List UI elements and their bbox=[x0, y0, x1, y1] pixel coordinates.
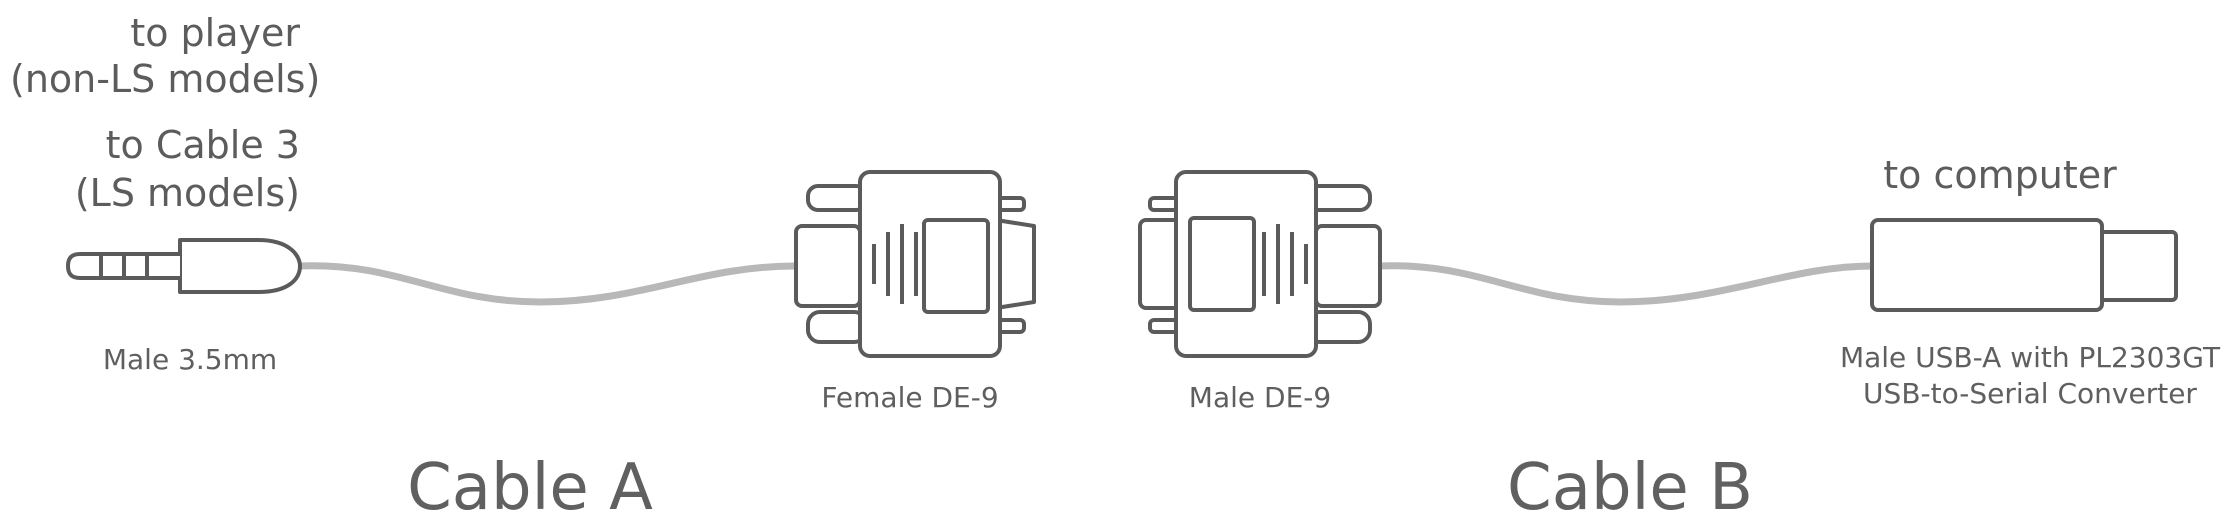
male-de9-connector-icon bbox=[1138, 170, 1382, 358]
male-de9-label: Male DE-9 bbox=[1188, 381, 1332, 414]
cable-b-title: Cable B bbox=[1507, 451, 1753, 525]
usb-a-label-line2: USB-to-Serial Converter bbox=[1863, 377, 2197, 410]
female-de9-connector-icon bbox=[794, 170, 1036, 358]
to-computer-label: to computer bbox=[1883, 153, 2117, 197]
usb-label-group: Male USB-A with PL2303GT USB-to-Serial C… bbox=[1830, 344, 2230, 416]
to-player-label: to player bbox=[130, 11, 300, 55]
to-cable-3-label-group: to Cable 3 (LS models) bbox=[10, 126, 300, 222]
cable-a-title: Cable A bbox=[407, 451, 653, 525]
non-ls-models-label: (non-LS models) bbox=[10, 57, 321, 101]
usb-a-label-line1: Male USB-A with PL2303GT bbox=[1839, 341, 2221, 374]
to-cable-3-label: to Cable 3 bbox=[105, 123, 300, 167]
cable-a-wire bbox=[294, 262, 799, 306]
male-usb-a-plug-icon bbox=[1870, 218, 2178, 312]
male-35mm-label: Male 3.5mm bbox=[102, 343, 278, 376]
to-player-label-group: to player (non-LS models) bbox=[10, 11, 321, 106]
female-de9-label: Female DE-9 bbox=[821, 381, 999, 414]
male-35mm-plug-icon bbox=[66, 238, 302, 294]
cable-b-wire bbox=[1374, 262, 1876, 306]
ls-models-label: (LS models) bbox=[74, 171, 300, 215]
